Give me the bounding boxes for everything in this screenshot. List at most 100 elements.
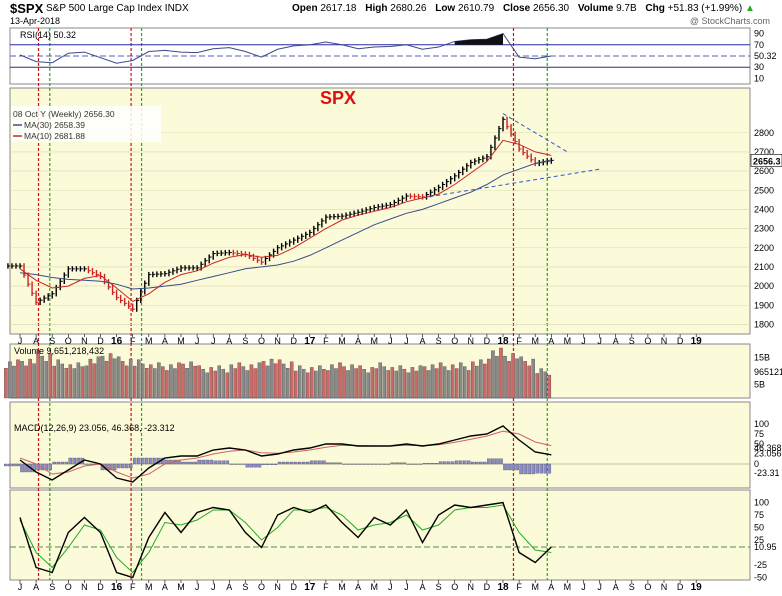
macd-histogram-bar — [128, 463, 133, 469]
macd-histogram-bar — [346, 463, 350, 465]
x-tick-label: O — [258, 336, 265, 346]
volume-bar — [145, 368, 149, 399]
volume-bar — [92, 363, 97, 399]
volume-bar — [173, 368, 177, 399]
legend-background — [11, 106, 161, 142]
volume-bar — [434, 368, 439, 399]
macd-histogram-bar — [253, 463, 258, 468]
volume-bar — [418, 365, 423, 399]
x-tick-label: M — [370, 582, 378, 592]
x-tick-label: S — [49, 582, 55, 592]
macd-histogram-bar — [418, 463, 423, 465]
x-tick-label: J — [581, 336, 586, 346]
volume-bar — [96, 356, 101, 399]
macd-histogram-bar — [213, 460, 217, 465]
macd-histogram-bar — [523, 463, 527, 475]
macd-tick-label: -23.31 — [754, 468, 780, 478]
x-tick-label: D — [290, 336, 297, 346]
volume-bar — [422, 366, 427, 399]
x-tick-label: F — [130, 336, 136, 346]
volume-bar — [402, 369, 407, 399]
x-tick-label: M — [564, 582, 572, 592]
volume-bar — [539, 368, 543, 399]
volume-bar — [36, 350, 40, 399]
volume-bar — [157, 362, 161, 399]
volume-tick-label: 9651218432 — [754, 367, 782, 377]
macd-histogram-bar — [342, 463, 346, 465]
macd-histogram-bar — [434, 463, 439, 465]
x-tick-label: 19 — [691, 336, 703, 347]
x-tick-label: N — [274, 336, 281, 346]
x-tick-label: N — [661, 582, 668, 592]
open-label: Open — [292, 3, 318, 14]
stockcharts-watermark: @ StockCharts.com — [689, 16, 770, 26]
volume-bar — [269, 358, 274, 399]
macd-histogram-bar — [273, 463, 278, 465]
macd-histogram-bar — [334, 462, 338, 465]
macd-histogram-bar — [237, 463, 242, 465]
volume-bar — [386, 370, 391, 399]
x-tick-label: A — [162, 582, 168, 592]
volume-bar — [213, 370, 217, 399]
stoch-tick-label: -50 — [754, 573, 767, 583]
macd-histogram-bar — [362, 463, 366, 465]
x-tick-label: J — [597, 582, 602, 592]
volume-bar — [543, 371, 548, 399]
close-value: 2656.30 — [532, 3, 570, 14]
macd-histogram-bar — [197, 459, 201, 465]
volume-bar — [88, 358, 93, 399]
x-tick-label: O — [451, 582, 458, 592]
open-value: 2617.18 — [320, 3, 357, 14]
macd-histogram-bar — [297, 461, 302, 465]
macd-histogram-bar — [193, 461, 197, 465]
x-tick-label: S — [436, 336, 442, 346]
volume-bar — [177, 362, 181, 399]
volume-bar — [40, 355, 44, 399]
x-tick-label: A — [548, 582, 554, 592]
macd-histogram-bar — [124, 463, 129, 469]
volume-bar — [487, 358, 491, 399]
macd-histogram-bar — [281, 461, 286, 465]
volume-bar — [161, 366, 165, 399]
last-price-box — [750, 154, 782, 167]
volume-bar — [124, 365, 129, 399]
price-tick-label: 2500 — [754, 185, 774, 195]
volume-bar — [233, 368, 238, 399]
stoch-tick-label: 75 — [754, 510, 764, 520]
index-name-text: S&P 500 Large Cap Index — [46, 3, 163, 14]
macd-histogram-bar — [68, 457, 73, 465]
volume-bar — [16, 359, 20, 399]
macd-histogram-bar — [209, 459, 213, 465]
volume-bar — [20, 361, 24, 399]
volume-bar — [322, 369, 326, 399]
x-tick-label: J — [211, 582, 216, 592]
macd-histogram-bar — [8, 463, 12, 467]
x-tick-label: J — [211, 336, 216, 346]
macd-histogram-bar — [471, 461, 475, 465]
macd-histogram-bar — [302, 461, 306, 465]
macd-histogram-bar — [181, 461, 185, 465]
x-tick-label: 17 — [304, 336, 316, 347]
x-tick-label: A — [419, 336, 425, 346]
volume-bar — [382, 366, 387, 399]
stoch-tick-label: 10.95 — [754, 542, 777, 552]
volume-bar — [116, 356, 121, 399]
macd-histogram-bar — [205, 459, 209, 465]
macd-histogram-bar — [285, 461, 290, 465]
macd-histogram-bar — [330, 462, 334, 465]
volume-bar — [64, 368, 69, 399]
volume-bar — [406, 372, 411, 399]
volume-bar — [463, 366, 467, 399]
x-tick-label: J — [581, 582, 586, 592]
macd-histogram-bar — [450, 461, 455, 465]
volume-bar — [257, 362, 262, 399]
volume-bar — [491, 350, 495, 399]
macd-histogram-bar — [394, 462, 399, 465]
macd-histogram-bar — [185, 461, 189, 465]
macd-histogram-bar — [483, 461, 487, 465]
volume-bar — [76, 362, 81, 399]
price-tick-label: 1800 — [754, 319, 774, 329]
volume-bar — [346, 370, 350, 399]
macd-histogram-bar — [72, 457, 77, 465]
